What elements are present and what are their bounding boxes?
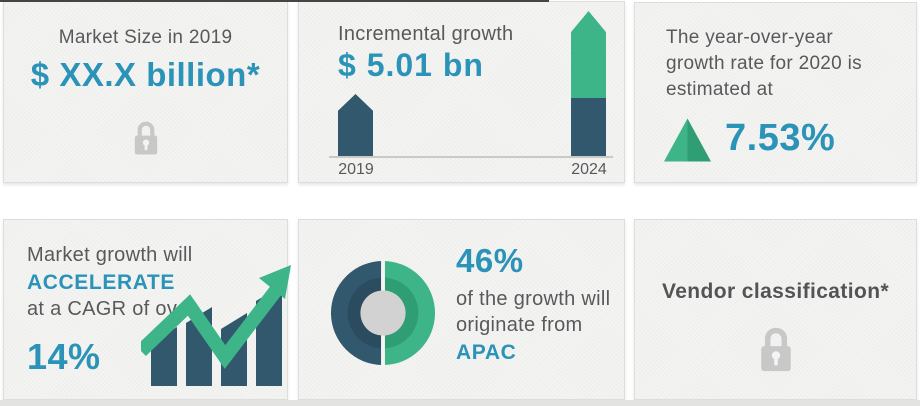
yoy-text-line3: estimated at — [666, 79, 774, 100]
lock-icon — [757, 324, 794, 372]
regional-value: 46% — [456, 242, 524, 279]
yoy-value: 7.53% — [725, 117, 836, 159]
yoy-text-line1: The year-over-year — [666, 27, 833, 48]
regional-text-line2: originate from — [456, 314, 583, 336]
top-border-line — [0, 0, 549, 2]
lock-icon — [132, 118, 160, 156]
x-tick-2024: 2024 — [571, 161, 607, 178]
bottom-strip — [0, 400, 920, 406]
card-regional-growth: 46% of the growth will originate from AP… — [298, 219, 625, 400]
card-yoy-growth: The year-over-year growth rate for 2020 … — [634, 2, 917, 183]
card-market-size: Market Size in 2019 $ XX.X billion* — [3, 1, 288, 183]
market-size-title: Market Size in 2019 — [58, 27, 233, 48]
regional-text: of the growth will originate from — [456, 286, 610, 338]
cagr-line2: at a CAGR of over — [27, 298, 196, 320]
yoy-text: The year-over-year growth rate for 2020 … — [666, 25, 862, 103]
cagr-highlight: ACCELERATE — [27, 271, 175, 294]
bar-2024-base — [571, 98, 606, 156]
x-tick-2019: 2019 — [338, 161, 374, 178]
cagr-line1: Market growth will — [27, 244, 193, 266]
growth-arrow-bars-icon — [141, 263, 291, 391]
chart-baseline — [329, 156, 613, 158]
incremental-growth-value: $ 5.01 bn — [338, 47, 484, 83]
card-incremental-growth: Incremental growth $ 5.01 bn 2019 2024 — [298, 1, 625, 183]
vendor-title: Vendor classification* — [661, 280, 890, 303]
regional-text-line1: of the growth will — [456, 288, 611, 310]
up-triangle-icon — [664, 118, 711, 162]
cagr-value: 14% — [27, 336, 101, 377]
donut-chart — [329, 259, 437, 367]
bar-2019 — [338, 94, 373, 156]
market-size-value: $ XX.X billion* — [30, 56, 261, 93]
incremental-growth-title: Incremental growth — [338, 23, 514, 45]
bar-2024-increment — [571, 11, 606, 99]
card-vendor-classification: Vendor classification* — [634, 219, 917, 400]
regional-region: APAC — [456, 341, 517, 364]
yoy-text-line2: growth rate for 2020 is — [666, 53, 862, 74]
card-cagr: Market growth will ACCELERATE at a CAGR … — [3, 219, 291, 400]
